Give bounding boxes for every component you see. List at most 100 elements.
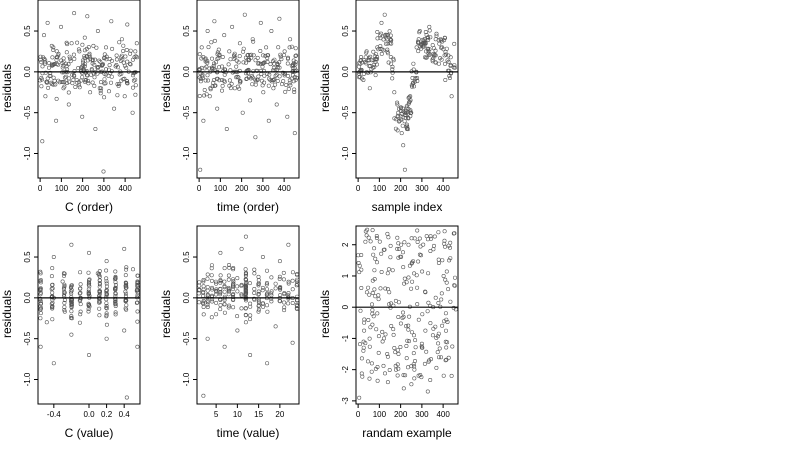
data-point <box>378 46 383 51</box>
data-point <box>430 43 435 48</box>
data-point <box>43 61 48 66</box>
y-tick-label: -1.0 <box>182 146 191 160</box>
data-point <box>256 303 261 308</box>
data-point <box>448 63 453 68</box>
data-point <box>222 284 227 289</box>
data-point <box>444 269 449 274</box>
data-point <box>448 240 453 245</box>
data-point <box>268 62 273 67</box>
data-point <box>231 287 236 292</box>
data-point <box>373 56 378 61</box>
data-point <box>87 278 92 283</box>
data-point <box>39 60 44 65</box>
data-point <box>362 320 367 325</box>
data-point <box>271 65 276 70</box>
data-point <box>231 279 236 284</box>
data-point <box>226 292 231 297</box>
data-point <box>104 54 109 59</box>
data-point <box>286 281 291 286</box>
data-point <box>369 302 374 307</box>
data-point <box>427 52 432 57</box>
data-point <box>392 90 397 95</box>
data-point <box>50 55 55 60</box>
data-point <box>282 292 287 297</box>
data-point <box>203 78 208 83</box>
data-point <box>286 291 291 296</box>
data-point <box>359 356 364 361</box>
data-point <box>69 283 74 288</box>
data-point <box>40 139 45 144</box>
data-point <box>430 57 435 62</box>
data-point <box>131 267 136 272</box>
data-point <box>451 231 456 236</box>
data-point <box>379 269 384 274</box>
data-point <box>261 68 266 73</box>
x-tick-label: 400 <box>436 410 450 419</box>
data-point <box>68 296 73 301</box>
data-point <box>290 73 295 78</box>
data-point <box>359 371 364 376</box>
data-point <box>94 45 99 50</box>
data-point <box>443 339 448 344</box>
data-point <box>209 65 214 70</box>
data-point <box>78 78 83 83</box>
data-point <box>123 291 128 296</box>
data-point <box>424 49 429 54</box>
data-point <box>60 279 65 284</box>
data-point <box>264 45 269 50</box>
y-axis-title: residuals <box>159 290 173 338</box>
data-point <box>243 320 248 325</box>
data-point <box>67 54 72 59</box>
data-point <box>78 309 83 314</box>
data-point <box>104 57 109 62</box>
data-point <box>416 259 421 264</box>
data-point <box>367 292 372 297</box>
data-point <box>396 314 401 319</box>
data-point <box>417 252 422 257</box>
data-point <box>76 66 81 71</box>
data-point <box>443 311 448 316</box>
data-point <box>38 307 43 312</box>
data-point <box>63 74 68 79</box>
data-point <box>448 256 453 261</box>
data-point <box>282 308 287 313</box>
data-point <box>443 78 448 83</box>
data-point <box>84 69 89 74</box>
data-point <box>400 250 405 255</box>
data-point <box>443 52 448 57</box>
data-point <box>452 65 457 70</box>
data-point <box>396 366 401 371</box>
data-point <box>429 236 434 241</box>
data-point <box>279 57 284 62</box>
data-point <box>107 56 112 61</box>
data-point <box>411 61 416 66</box>
data-point <box>88 57 93 62</box>
data-point <box>123 289 128 294</box>
data-point <box>437 346 442 351</box>
data-point <box>404 280 409 285</box>
data-point <box>433 60 438 65</box>
data-point <box>83 79 88 84</box>
data-point <box>437 41 442 46</box>
data-point <box>124 307 129 312</box>
data-point <box>106 73 111 78</box>
data-point <box>395 373 400 378</box>
data-point <box>231 283 236 288</box>
data-point <box>205 304 210 309</box>
data-point <box>222 78 227 83</box>
data-point <box>231 294 236 299</box>
data-point <box>367 336 372 341</box>
data-point <box>231 281 236 286</box>
data-point <box>128 62 133 67</box>
data-point <box>421 242 426 247</box>
data-point <box>388 243 393 248</box>
data-point <box>115 82 120 87</box>
data-point <box>266 118 271 123</box>
data-point <box>125 81 130 86</box>
data-point <box>285 74 290 79</box>
data-point <box>250 73 255 78</box>
data-point <box>261 90 266 95</box>
y-tick-label: 2 <box>341 242 350 247</box>
data-point <box>205 272 210 277</box>
data-point <box>246 75 251 80</box>
